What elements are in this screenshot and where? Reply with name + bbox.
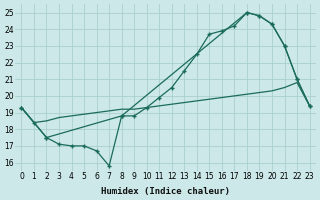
X-axis label: Humidex (Indice chaleur): Humidex (Indice chaleur) bbox=[101, 187, 230, 196]
